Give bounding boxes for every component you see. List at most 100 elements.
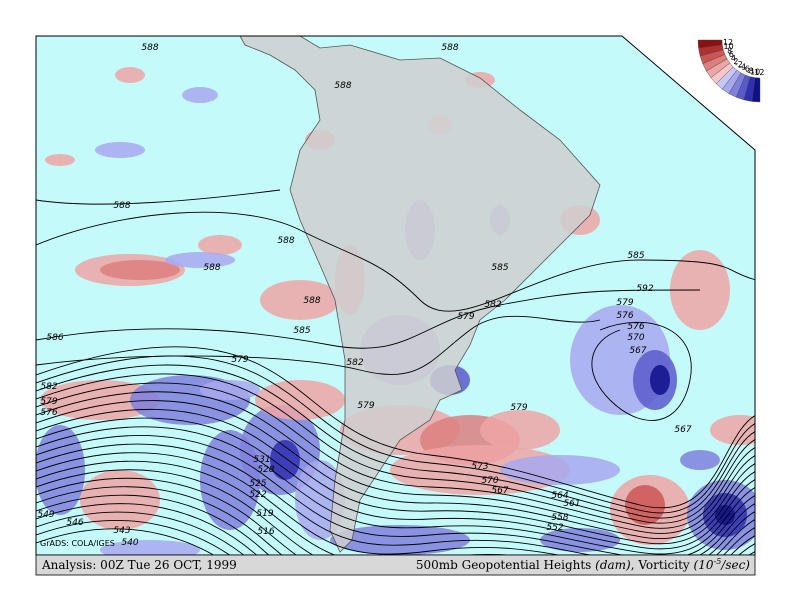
footer-left: Analysis: 00Z Tue 26 OCT, 1999 (41, 558, 237, 572)
vorticity-blob (255, 380, 345, 420)
credit: GrADS: COLA/IGES (40, 539, 115, 548)
legend-label: -6 (742, 65, 750, 74)
contour-label: 585 (491, 263, 508, 273)
contour-label: 546 (66, 518, 83, 528)
footer-right: 500mb Geopotential Heights (dam), Vortic… (416, 557, 750, 572)
legend-label: 6 (729, 50, 734, 59)
contour-label: 543 (113, 526, 130, 536)
contour-line (36, 520, 755, 555)
contour-line (36, 355, 755, 514)
vorticity-blob (36, 425, 85, 515)
contour-line (36, 409, 755, 545)
contour-label: 570 (627, 333, 644, 343)
contour-label: 588 (303, 296, 320, 306)
contour-line (36, 315, 601, 375)
footer-title: 500mb Geopotential Heights (416, 558, 595, 572)
legend-label: 2 (733, 57, 738, 66)
contour-line (36, 486, 755, 555)
contour-label: 525 (249, 479, 266, 489)
contour-label: 567 (491, 486, 508, 496)
vorticity-blob (100, 260, 180, 280)
contour-label: 579 (510, 403, 527, 413)
vorticity-blob (650, 365, 670, 395)
contour-label: 588 (441, 43, 458, 53)
contour-label: 579 (616, 298, 633, 308)
vorticity-blob (198, 235, 242, 255)
contour-line (36, 391, 755, 534)
vorticity-blob (200, 380, 260, 400)
legend-label: 8 (727, 46, 732, 55)
contour-label: 564 (551, 491, 568, 501)
height-contours (36, 189, 755, 555)
contour-label: 531 (253, 455, 270, 465)
map-area: 588 588 588 588 588 588 588 586 585 585 585 582 582 5… (36, 36, 755, 555)
legend-label: -12 (751, 68, 764, 77)
legend-swatch (751, 77, 761, 103)
vorticity-blob (200, 430, 260, 530)
contour-line (36, 460, 755, 555)
contour-line (36, 373, 755, 524)
contour-label: 576 (627, 322, 644, 332)
legend-label: 4 (731, 54, 736, 63)
footer-unit2-end: /sec) (720, 558, 750, 572)
contour-line (36, 426, 755, 555)
contour-label: 588 (141, 43, 158, 53)
contour-label: 585 (293, 326, 310, 336)
contour-label: 588 (334, 81, 351, 91)
contour-line (36, 382, 755, 529)
contour-line (36, 211, 755, 312)
land (239, 36, 601, 553)
contour-line (36, 469, 755, 555)
contour-line (36, 452, 755, 555)
contour-line (36, 417, 755, 550)
contour-label: 588 (113, 201, 130, 211)
vorticity-blob (260, 280, 340, 320)
contour-label: 567 (674, 425, 691, 435)
vorticity-blob (45, 154, 75, 166)
contour-label: 576 (616, 311, 633, 321)
legend-label: -2 (735, 60, 743, 69)
contour-label: 588 (277, 236, 294, 246)
contour-label: 579 (357, 401, 374, 411)
contour-label: 579 (457, 312, 474, 322)
contour-line (36, 346, 755, 509)
contour-label: 567 (629, 346, 646, 356)
vorticity-blob (95, 142, 145, 158)
contour-label: 582 (346, 358, 363, 368)
vorticity-blob (100, 540, 200, 555)
legend-label: -10 (747, 67, 760, 76)
vorticity-blob (165, 252, 235, 268)
contour-line (36, 494, 755, 555)
legend-label: 12 (723, 38, 733, 47)
contour-line (36, 528, 755, 555)
contour-label: 558 (551, 513, 568, 523)
frame (35, 35, 756, 556)
contour-label: 582 (40, 382, 57, 392)
contour-line (36, 400, 755, 539)
contour-label: 576 (40, 408, 57, 418)
contour-label: 586 (46, 333, 63, 343)
contour-line (591, 321, 692, 421)
contour-label: 579 (231, 355, 248, 365)
contour-label: 588 (203, 263, 220, 273)
vorticity-blob (680, 450, 720, 470)
contour-label: 552 (546, 523, 563, 533)
contour-label: 516 (257, 527, 274, 537)
contour-label: 522 (249, 490, 266, 500)
contour-line (36, 443, 755, 555)
contour-line (36, 289, 701, 349)
contour-label: 573 (471, 462, 488, 472)
legend-label: 10 (724, 42, 734, 51)
footer-unit2: (10 (694, 558, 714, 572)
contour-line (36, 503, 755, 555)
footer-unit: (dam) (595, 558, 631, 572)
vorticity-blob (625, 485, 665, 525)
contour-line (36, 477, 755, 555)
contour-line (36, 511, 755, 555)
vorticity-blob (330, 525, 470, 555)
vorticity-blob (500, 455, 620, 485)
contour-label: 519 (256, 509, 273, 519)
contour-label: 561 (563, 499, 580, 509)
